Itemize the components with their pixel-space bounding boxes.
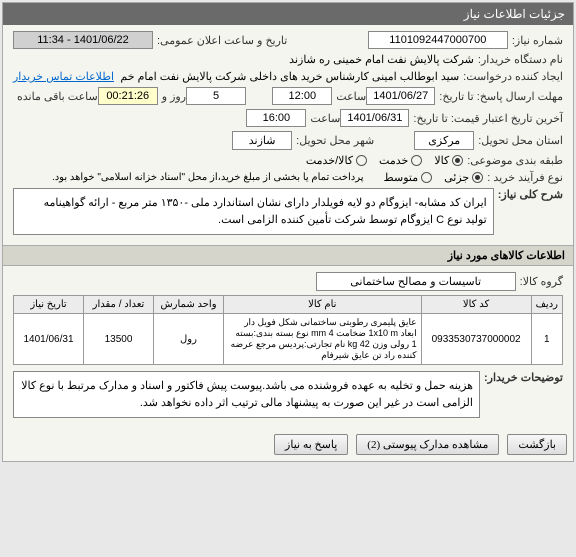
days-value: 5 — [186, 87, 246, 105]
creator-value: سید ابوطالب امینی کارشناس خرید های داخلی… — [114, 70, 459, 83]
deadline-time: 12:00 — [272, 87, 332, 105]
province-label: استان محل تحویل: — [478, 134, 563, 147]
row-overall-desc: شرح کلی نیاز: ایران کد مشابه- ایزوگام دو… — [13, 188, 563, 235]
validity-date: 1401/06/31 — [340, 109, 409, 127]
radio-goods-service[interactable]: کالا/خدمت — [306, 154, 367, 167]
row-goods-group: گروه کالا: تاسیسات و مصالح ساختمانی — [13, 272, 563, 291]
radio-dot-icon — [421, 172, 432, 183]
footer-buttons: بازگشت مشاهده مدارک پیوستی (2) پاسخ به ن… — [3, 428, 573, 461]
th-date: تاریخ نیاز — [14, 296, 84, 314]
time-label-1: ساعت — [336, 90, 366, 103]
row-category: طبقه بندی موضوعی: کالا خدمت کالا/خدمت — [13, 154, 563, 167]
goods-body: گروه کالا: تاسیسات و مصالح ساختمانی ردیف… — [3, 266, 573, 428]
radio-dot-icon — [472, 172, 483, 183]
need-number-value: 1101092447000700 — [368, 31, 508, 49]
table-row: 1 0933530737000002 عایق پلیمری رطوبتی سا… — [14, 314, 563, 365]
goods-section-title: اطلاعات کالاهای مورد نیاز — [3, 245, 573, 266]
docs-button[interactable]: مشاهده مدارک پیوستی (2) — [356, 434, 499, 455]
buyer-value: شرکت پالایش نفت امام خمینی ره شازند — [289, 53, 474, 66]
row-notes: توضیحات خریدار: هزینه حمل و تخلیه به عهد… — [13, 371, 563, 418]
reply-button[interactable]: پاسخ به نیاز — [274, 434, 348, 455]
announce-label: تاریخ و ساعت اعلان عمومی: — [157, 34, 287, 47]
process-label: نوع فرآیند خرید : — [487, 171, 563, 184]
category-label: طبقه بندی موضوعی: — [467, 154, 563, 167]
announce-value: 1401/06/22 - 11:34 — [13, 31, 153, 49]
th-unit: واحد شمارش — [154, 296, 224, 314]
process-radios: جزئی متوسط — [384, 171, 484, 184]
goods-group-label: گروه کالا: — [520, 275, 563, 288]
need-number-label: شماره نیاز: — [512, 34, 563, 47]
row-deadline: مهلت ارسال پاسخ: تا تاریخ: 1401/06/27 سا… — [13, 87, 563, 105]
radio-dot-icon — [356, 155, 367, 166]
back-button[interactable]: بازگشت — [507, 434, 567, 455]
goods-table: ردیف کد کالا نام کالا واحد شمارش تعداد /… — [13, 295, 563, 365]
contact-link[interactable]: اطلاعات تماس خریدار — [13, 70, 114, 83]
cell-qty: 13500 — [84, 314, 154, 365]
row-need-number: شماره نیاز: 1101092447000700 تاریخ و ساع… — [13, 31, 563, 49]
city-label: شهر محل تحویل: — [296, 134, 374, 147]
notes-text: هزینه حمل و تخلیه به عهده فروشنده می باش… — [13, 371, 480, 418]
th-code: کد کالا — [421, 296, 531, 314]
cell-name: عایق پلیمری رطوبتی ساختمانی شکل فویل دار… — [224, 314, 422, 365]
radio-medium[interactable]: متوسط — [384, 171, 433, 184]
th-qty: تعداد / مقدار — [84, 296, 154, 314]
radio-service[interactable]: خدمت — [379, 154, 422, 167]
table-header-row: ردیف کد کالا نام کالا واحد شمارش تعداد /… — [14, 296, 563, 314]
validity-time: 16:00 — [246, 109, 306, 127]
panel-body: شماره نیاز: 1101092447000700 تاریخ و ساع… — [3, 25, 573, 245]
deadline-date: 1401/06/27 — [366, 87, 435, 105]
radio-dot-icon — [452, 155, 463, 166]
main-panel: جزئیات اطلاعات نیاز شماره نیاز: 11010924… — [2, 2, 574, 462]
row-validity: آخرین تاریخ اعتبار قیمت: تا تاریخ: 1401/… — [13, 109, 563, 127]
radio-partial[interactable]: جزئی — [444, 171, 483, 184]
remaining-time: 00:21:26 — [98, 87, 158, 105]
cell-row: 1 — [531, 314, 562, 365]
time-label-2: ساعت — [310, 112, 340, 125]
panel-title: جزئیات اطلاعات نیاز — [3, 3, 573, 25]
th-row: ردیف — [531, 296, 562, 314]
row-process: نوع فرآیند خرید : جزئی متوسط پرداخت تمام… — [13, 171, 563, 184]
notes-label: توضیحات خریدار: — [484, 371, 563, 384]
day-label: روز و — [162, 90, 186, 103]
cell-unit: رول — [154, 314, 224, 365]
deadline-label: مهلت ارسال پاسخ: تا تاریخ: — [439, 90, 563, 103]
row-province: استان محل تحویل: مرکزی شهر محل تحویل: شا… — [13, 131, 563, 150]
overall-desc-label: شرح کلی نیاز: — [498, 188, 563, 201]
th-name: نام کالا — [224, 296, 422, 314]
cell-date: 1401/06/31 — [14, 314, 84, 365]
row-buyer: نام دستگاه خریدار: شرکت پالایش نفت امام … — [13, 53, 563, 66]
city-value: شازند — [232, 131, 292, 150]
radio-dot-icon — [411, 155, 422, 166]
overall-desc-text: ایران کد مشابه- ایزوگام دو لایه فویلدار … — [13, 188, 494, 235]
province-value: مرکزی — [414, 131, 474, 150]
goods-group-value: تاسیسات و مصالح ساختمانی — [316, 272, 516, 291]
creator-label: ایجاد کننده درخواست: — [463, 70, 563, 83]
category-radios: کالا خدمت کالا/خدمت — [306, 154, 463, 167]
cell-code: 0933530737000002 — [421, 314, 531, 365]
remaining-label: ساعت باقی مانده — [17, 90, 98, 103]
row-creator: ایجاد کننده درخواست: سید ابوطالب امینی ک… — [13, 70, 563, 83]
process-note: پرداخت تمام یا بخشی از مبلغ خرید،از محل … — [52, 172, 364, 183]
radio-goods[interactable]: کالا — [434, 154, 463, 167]
validity-label: آخرین تاریخ اعتبار قیمت: تا تاریخ: — [413, 112, 563, 125]
buyer-label: نام دستگاه خریدار: — [478, 53, 563, 66]
